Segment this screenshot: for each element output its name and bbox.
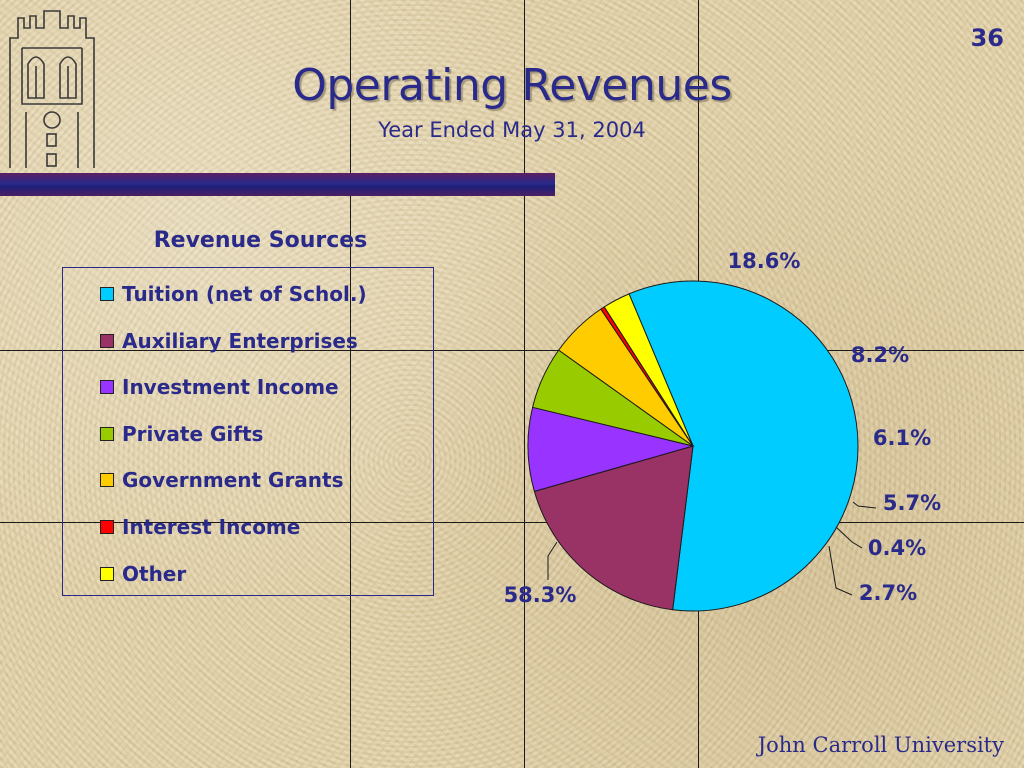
legend-item-auxiliary-enterprises: Auxiliary Enterprises	[100, 327, 358, 355]
chart-legend: Tuition (net of Schol.) Auxiliary Enterpr…	[62, 267, 434, 596]
data-label-tuition-net-of-schol: 58.3%	[504, 583, 577, 607]
legend-item-other: Other	[100, 560, 186, 588]
legend-label: Auxiliary Enterprises	[122, 328, 358, 353]
legend-swatch	[100, 426, 114, 441]
guide-line-vertical-1	[350, 0, 351, 768]
legend-label: Tuition (net of Schol.)	[122, 282, 367, 306]
legend-item-interest-income: Interest Income	[100, 513, 300, 541]
leader-line-government-grants	[852, 501, 877, 509]
legend-label: Investment Income	[122, 375, 339, 400]
slide-subtitle: Year Ended May 31, 2004	[378, 118, 646, 142]
data-label-interest-income: 0.4%	[868, 536, 926, 560]
guide-line-horizontal-2	[0, 522, 1024, 523]
guide-line-horizontal-1	[0, 350, 1024, 351]
leader-line-interest-income	[835, 526, 863, 549]
legend-swatch	[100, 566, 114, 581]
legend-swatch	[100, 287, 114, 301]
legend-item-government-grants: Government Grants	[100, 466, 344, 494]
leader-line-tuition-net-of-schol	[547, 541, 558, 580]
legend-item-private-gifts: Private Gifts	[100, 420, 263, 448]
legend-item-tuition-net-of-schol: Tuition (net of Schol.)	[100, 280, 367, 308]
legend-label: Interest Income	[122, 515, 301, 539]
legend-swatch	[100, 380, 114, 395]
footer-university-name: John Carroll University	[757, 733, 1004, 757]
data-label-government-grants: 5.7%	[883, 491, 941, 515]
legend-swatch	[100, 520, 114, 534]
leader-line-other	[828, 545, 853, 596]
legend-label: Other	[122, 561, 187, 586]
legend-label: Government Grants	[122, 468, 344, 493]
university-tower-logo	[9, 10, 95, 168]
data-label-private-gifts: 6.1%	[873, 426, 931, 450]
data-label-other: 2.7%	[859, 581, 917, 605]
title-banner-bar	[0, 173, 555, 196]
chart-title: Revenue Sources	[153, 228, 368, 253]
guide-line-vertical-2	[524, 0, 525, 768]
data-label-investment-income: 8.2%	[851, 343, 909, 367]
legend-swatch	[100, 333, 114, 348]
pie-slice-auxiliary-enterprises	[533, 445, 694, 611]
legend-item-investment-income: Investment Income	[100, 373, 339, 401]
data-label-auxiliary-enterprises: 18.6%	[728, 249, 801, 273]
pie-slice-other	[603, 293, 694, 447]
slide-number: 36	[970, 24, 1004, 52]
slide-title: Operating Revenues	[292, 60, 732, 111]
pie-slice-tuition-net-of-schol	[628, 280, 859, 612]
legend-swatch	[100, 473, 114, 488]
legend-label: Private Gifts	[122, 421, 264, 446]
